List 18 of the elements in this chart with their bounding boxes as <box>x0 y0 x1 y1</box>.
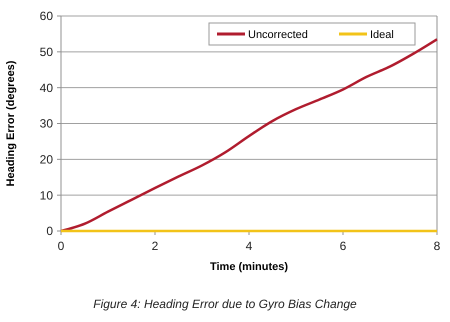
y-tick-label: 20 <box>40 152 54 167</box>
x-tick-label: 2 <box>152 239 159 253</box>
x-tick-label: 6 <box>340 239 347 253</box>
x-tick-label: 4 <box>246 239 253 253</box>
caption: Figure 4: Heading Error due to Gyro Bias Change <box>93 297 358 311</box>
y-axis-title: Heading Error (degrees) <box>5 60 17 186</box>
line-series <box>60 38 438 232</box>
y-tick-label: 10 <box>40 188 54 202</box>
y-tick-label: 60 <box>40 9 54 24</box>
x-axis-title: Time (minutes) <box>210 261 288 273</box>
x-tick-label: 0 <box>58 239 65 253</box>
x-tick-label: 8 <box>434 239 441 253</box>
y-tick-label: 50 <box>40 45 54 60</box>
legend-label: Ideal <box>370 28 394 41</box>
y-tick-label: 0 <box>46 224 54 238</box>
y-tick-label: 30 <box>40 116 54 131</box>
y-tick-label: 40 <box>40 80 54 95</box>
legend-label: Uncorrected <box>248 28 308 41</box>
